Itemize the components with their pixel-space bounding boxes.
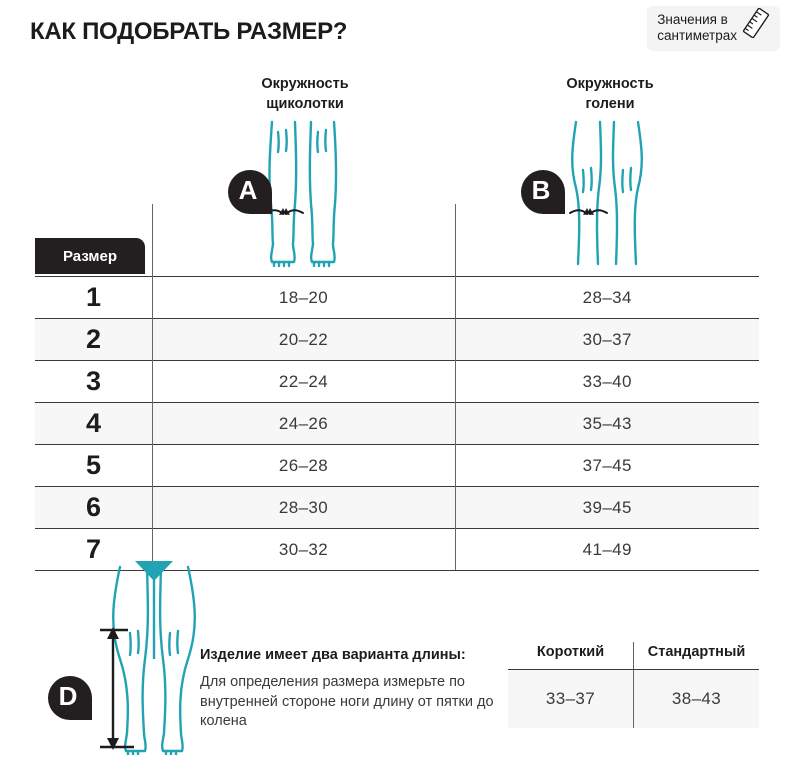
cell-size: 3 bbox=[35, 360, 152, 403]
page-title: КАК ПОДОБРАТЬ РАЗМЕР? bbox=[30, 18, 348, 45]
cell-ankle: 22–24 bbox=[151, 360, 455, 403]
column-header-ankle-line2: щиколотки bbox=[266, 96, 344, 112]
cell-size: 5 bbox=[35, 444, 152, 487]
marker-d: D bbox=[48, 676, 92, 720]
cell-calf: 41–49 bbox=[454, 528, 759, 571]
cell-calf: 35–43 bbox=[454, 402, 759, 445]
table-row: 4 24–26 35–43 bbox=[35, 402, 759, 445]
size-table-spacer-row bbox=[35, 204, 759, 277]
length-table-body: 33–37 38–43 bbox=[508, 669, 759, 728]
cell-size: 1 bbox=[35, 276, 152, 319]
length-table-header-row: Короткий Стандартный bbox=[508, 642, 759, 670]
length-table: Короткий Стандартный 33–37 38–43 bbox=[508, 642, 759, 728]
length-table-head: Короткий Стандартный bbox=[508, 642, 759, 670]
cell-ankle: 20–22 bbox=[151, 318, 455, 361]
cell-calf: 33–40 bbox=[454, 360, 759, 403]
units-badge-text: Значения в сантиметрах bbox=[657, 12, 737, 44]
marker-b-letter: B bbox=[531, 175, 551, 205]
cell-calf: 39–45 bbox=[454, 486, 759, 529]
column-header-ankle: Окружность щиколотки bbox=[185, 74, 425, 114]
cell-ankle: 30–32 bbox=[151, 528, 455, 571]
units-badge: Значения в сантиметрах bbox=[647, 6, 780, 51]
length-note-title: Изделие имеет два варианта длины: bbox=[200, 647, 466, 663]
cell-ankle: 28–30 bbox=[151, 486, 455, 529]
size-column-label: Размер bbox=[35, 238, 145, 274]
column-header-calf-line2: голени bbox=[585, 96, 635, 112]
length-note: Изделие имеет два варианта длины: Для оп… bbox=[200, 646, 500, 732]
length-legs-illustration bbox=[90, 555, 220, 760]
cell-calf: 37–45 bbox=[454, 444, 759, 487]
length-header-short: Короткий bbox=[508, 642, 634, 670]
size-table: 1 18–20 28–34 2 20–22 30–37 3 22–24 33–4… bbox=[35, 204, 759, 571]
table-row: 33–37 38–43 bbox=[508, 669, 759, 728]
cell-size: 6 bbox=[35, 486, 152, 529]
length-header-standard: Стандартный bbox=[633, 642, 759, 670]
column-header-ankle-line1: Окружность bbox=[261, 76, 349, 92]
table-row: 5 26–28 37–45 bbox=[35, 444, 759, 487]
cell-ankle: 18–20 bbox=[151, 276, 455, 319]
column-header-calf: Окружность голени bbox=[490, 74, 730, 114]
spacer-cell-size bbox=[35, 204, 152, 277]
ruler-icon bbox=[742, 7, 770, 43]
cell-ankle: 24–26 bbox=[151, 402, 455, 445]
cell-size: 7 bbox=[35, 528, 152, 571]
marker-a-letter: A bbox=[238, 175, 258, 205]
units-badge-line2: сантиметрах bbox=[657, 28, 737, 43]
spacer-cell-ankle bbox=[151, 204, 455, 277]
units-badge-line1: Значения в bbox=[657, 12, 728, 27]
length-value-short: 33–37 bbox=[508, 669, 634, 728]
cell-size: 2 bbox=[35, 318, 152, 361]
marker-d-letter: D bbox=[58, 681, 78, 711]
column-header-calf-line1: Окружность bbox=[566, 76, 654, 92]
spacer-cell-calf bbox=[454, 204, 759, 277]
length-note-body: Для определения размера измерьте по внут… bbox=[200, 674, 494, 729]
cell-ankle: 26–28 bbox=[151, 444, 455, 487]
table-row: 6 28–30 39–45 bbox=[35, 486, 759, 529]
table-row: 7 30–32 41–49 bbox=[35, 528, 759, 571]
cell-calf: 28–34 bbox=[454, 276, 759, 319]
cell-calf: 30–37 bbox=[454, 318, 759, 361]
table-row: 2 20–22 30–37 bbox=[35, 318, 759, 361]
size-table-body: 1 18–20 28–34 2 20–22 30–37 3 22–24 33–4… bbox=[35, 204, 759, 571]
length-value-standard: 38–43 bbox=[633, 669, 759, 728]
table-row: 3 22–24 33–40 bbox=[35, 360, 759, 403]
table-row: 1 18–20 28–34 bbox=[35, 276, 759, 319]
cell-size: 4 bbox=[35, 402, 152, 445]
